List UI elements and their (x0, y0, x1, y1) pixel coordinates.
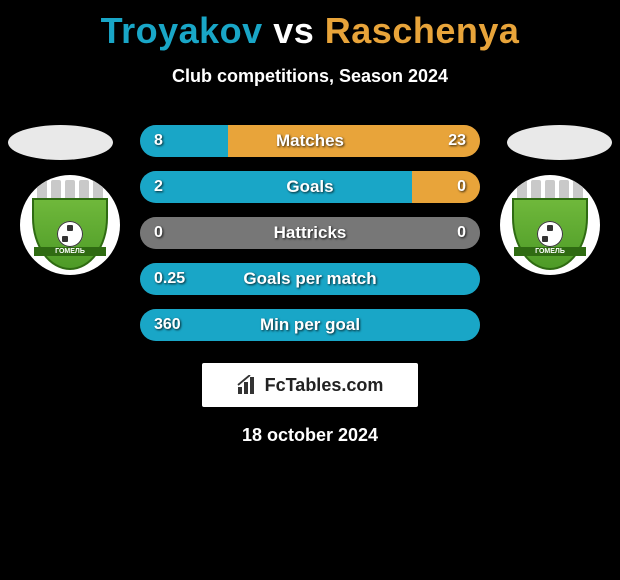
vs-label: vs (273, 10, 314, 51)
player1-avatar-placeholder (8, 125, 113, 160)
comparison-stage: ГОМЕЛЬ ГОМЕЛЬ 823Matches 20Goals 00Hattric… (0, 125, 620, 341)
player2-name: Raschenya (325, 10, 520, 51)
club-name-label: ГОМЕЛЬ (34, 247, 106, 256)
bar-chart-icon (237, 375, 259, 395)
subtitle: Club competitions, Season 2024 (0, 66, 620, 87)
soccer-ball-icon (537, 221, 563, 247)
stat-label: Goals per match (140, 263, 480, 295)
stat-row: 0.25Goals per match (140, 263, 480, 295)
brand-text: FcTables.com (265, 375, 384, 396)
stat-row: 360Min per goal (140, 309, 480, 341)
stat-row: 20Goals (140, 171, 480, 203)
soccer-ball-icon (57, 221, 83, 247)
club-name-label: ГОМЕЛЬ (514, 247, 586, 256)
brand-watermark: FcTables.com (202, 363, 418, 407)
stat-row: 00Hattricks (140, 217, 480, 249)
stat-label: Matches (140, 125, 480, 157)
player1-name: Troyakov (101, 10, 263, 51)
stat-row: 823Matches (140, 125, 480, 157)
stat-label: Hattricks (140, 217, 480, 249)
stats-bars: 823Matches 20Goals 00Hattricks 0.25Goals pe… (140, 125, 480, 341)
stat-label: Goals (140, 171, 480, 203)
player2-club-badge: ГОМЕЛЬ (500, 175, 600, 275)
player2-avatar-placeholder (507, 125, 612, 160)
player1-club-badge: ГОМЕЛЬ (20, 175, 120, 275)
date-label: 18 october 2024 (0, 425, 620, 446)
stat-label: Min per goal (140, 309, 480, 341)
comparison-title: Troyakov vs Raschenya (0, 0, 620, 52)
